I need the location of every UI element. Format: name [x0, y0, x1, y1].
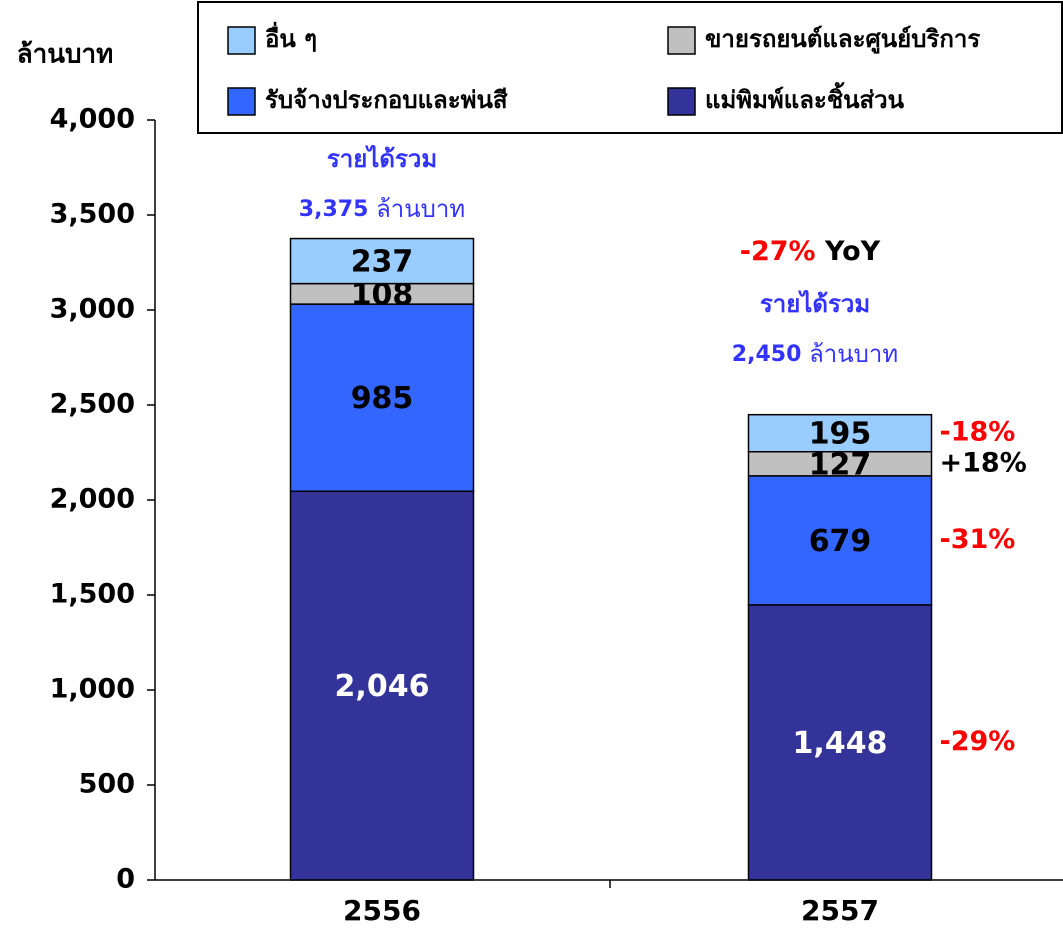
data-label: 1,448: [793, 726, 888, 761]
data-label: 2,046: [335, 669, 430, 704]
data-label: 985: [351, 381, 414, 416]
change-label: -29%: [940, 726, 1016, 757]
change-label: -18%: [940, 417, 1016, 448]
x-tick-label: 2557: [801, 894, 879, 927]
total-value: 3,375: [299, 197, 369, 222]
total-label: 3,375 ล้านบาท: [299, 195, 465, 223]
legend-swatch: [227, 87, 256, 116]
legend-label: ขายรถยนต์และศูนย์บริการ: [705, 25, 980, 54]
y-tick-label: 500: [79, 769, 135, 800]
data-label: 195: [809, 417, 872, 452]
y-tick-label: 2,500: [50, 389, 135, 420]
y-tick-label: 1,500: [50, 579, 135, 610]
legend-swatch: [667, 26, 696, 55]
bar-segment: [289, 237, 475, 285]
change-label: +18%: [940, 447, 1027, 478]
total-label: 2,450 ล้านบาท: [732, 340, 898, 368]
yoy-label: -27% YoY: [740, 236, 881, 267]
x-tick-label: 2556: [343, 894, 421, 927]
yoy-change: -27%: [740, 236, 816, 267]
bar-segment: [289, 490, 475, 881]
y-tick-label: 4,000: [50, 104, 135, 135]
y-axis-label: ล้านบาท: [17, 40, 114, 70]
y-tick-label: 1,000: [50, 674, 135, 705]
bar-segment: [747, 604, 933, 881]
y-tick-label: 3,000: [50, 294, 135, 325]
data-label: 127: [809, 447, 872, 482]
legend-label: รับจ้างประกอบและพ่นสี: [265, 86, 508, 114]
data-label: 237: [351, 245, 414, 280]
data-label: 679: [809, 524, 872, 559]
total-title: รายได้รวม: [760, 289, 870, 318]
legend-label: อื่น ๆ: [265, 21, 317, 53]
total-title: รายได้รวม: [327, 144, 437, 173]
legend-box: [197, 1, 1063, 134]
bar-segment: [747, 413, 933, 453]
change-label: -31%: [940, 524, 1016, 555]
yoy-text: YoY: [824, 236, 881, 267]
bar-segment: [747, 450, 933, 477]
total-value: 2,450: [732, 342, 802, 367]
legend-swatch: [667, 87, 696, 116]
y-tick-label: 2,000: [50, 484, 135, 515]
total-unit: ล้านบาท: [809, 340, 898, 368]
y-tick-label: 0: [116, 864, 135, 895]
legend-label: แม่พิมพ์และชิ้นส่วน: [705, 81, 905, 114]
y-tick-label: 3,500: [50, 199, 135, 230]
legend-swatch: [227, 26, 256, 55]
total-unit: ล้านบาท: [376, 195, 465, 223]
bar-segment: [747, 475, 933, 606]
